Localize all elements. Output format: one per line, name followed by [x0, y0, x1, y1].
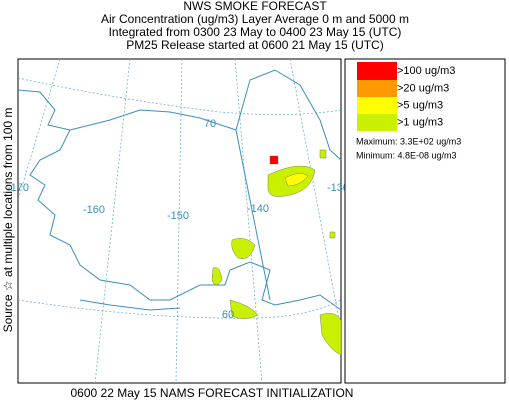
legend-swatch: [357, 62, 397, 80]
smoke-plumes: [211, 149, 342, 356]
legend-swatch: [357, 114, 397, 131]
maximum: Maximum: 3.3E+02 ug/m3: [356, 136, 461, 146]
subtitle: PM25 Release started at 0600 21 May 15 (…: [126, 38, 383, 52]
graticule-label: -130: [327, 182, 349, 194]
legend-label: >5 ug/m3: [397, 99, 443, 111]
graticule-label: 70: [204, 118, 216, 130]
graticule: [17, 58, 342, 384]
graticule-label: 60: [222, 309, 234, 321]
map-frame: [17, 58, 342, 384]
title: NWS SMOKE FORECAST: [183, 0, 327, 13]
graticule-label: -160: [83, 204, 105, 216]
subtitle: Air Concentration (ug/m3) Layer Average …: [101, 12, 409, 26]
graticule-label: -140: [247, 203, 269, 215]
graticule-label: -150: [167, 210, 189, 222]
subtitle: Integrated from 0300 23 May to 0400 23 M…: [109, 25, 402, 39]
minimum: Minimum: 4.8E-08 ug/m3: [356, 150, 457, 160]
legend-label: >20 ug/m3: [397, 82, 449, 94]
legend-swatch: [357, 97, 397, 114]
legend-swatch: [357, 80, 397, 97]
coastline: [17, 69, 342, 311]
legend-label: >1 ug/m3: [397, 116, 443, 128]
legend-label: >100 ug/m3: [397, 65, 455, 77]
source-label: Source ☆ at multiple locations from 100 …: [1, 108, 15, 333]
graticule-label: -170: [7, 182, 29, 194]
footer: 0600 22 May 15 NAMS FORECAST INITIALIZAT…: [71, 386, 354, 400]
